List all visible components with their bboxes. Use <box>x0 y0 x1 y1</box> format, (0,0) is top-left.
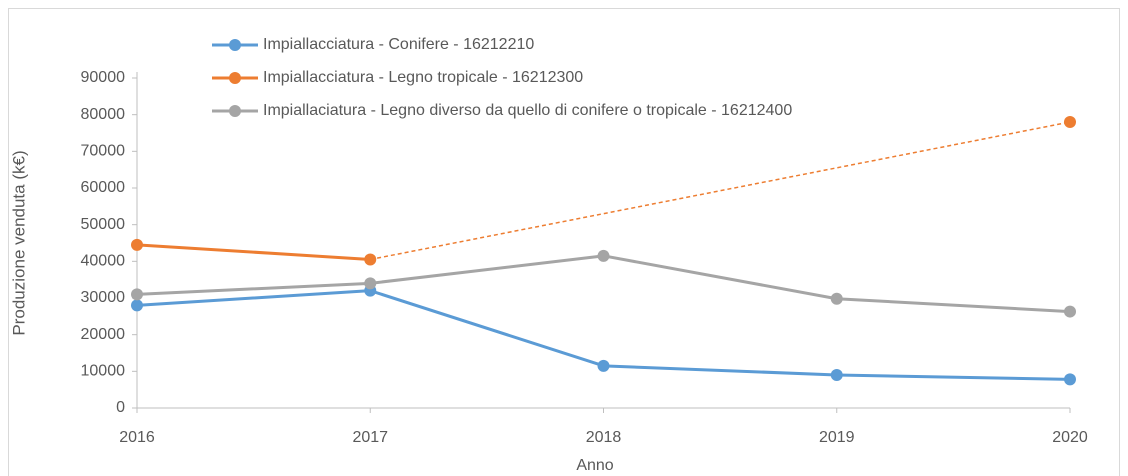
y-tick-label: 30000 <box>81 289 126 306</box>
point <box>131 238 143 251</box>
y-axis-label: Produzione venduta (k€) <box>9 150 28 335</box>
point <box>597 249 610 262</box>
point <box>597 359 610 372</box>
legend-marker <box>229 105 241 117</box>
point <box>131 288 143 301</box>
x-tick-label: 2020 <box>1052 429 1088 446</box>
legend-label: Impiallacciatura - Legno tropicale - 162… <box>263 69 583 86</box>
x-tick-label: 2018 <box>586 429 622 446</box>
point <box>131 299 143 312</box>
point <box>1064 116 1076 128</box>
x-axis-label: Anno <box>576 457 613 474</box>
y-tick-label: 50000 <box>81 216 126 233</box>
legend-marker <box>229 72 241 84</box>
legend-label: Impiallaciatura - Legno diverso da quell… <box>263 102 792 119</box>
y-tick-label: 70000 <box>81 143 126 160</box>
legend-label: Impiallacciatura - Conifere - 16212210 <box>263 36 534 53</box>
y-tick-label: 0 <box>116 399 125 416</box>
y-tick-label: 90000 <box>81 69 126 86</box>
y-tick-label: 20000 <box>81 326 126 343</box>
y-tick-label: 60000 <box>81 179 126 196</box>
x-tick-label: 2019 <box>819 429 855 446</box>
chart-frame <box>8 8 1120 476</box>
point <box>830 369 843 381</box>
legend-marker <box>229 39 241 51</box>
y-tick-label: 10000 <box>81 363 126 380</box>
y-tick-label: 80000 <box>81 106 126 123</box>
point <box>830 292 843 305</box>
point <box>1064 305 1076 318</box>
x-tick-label: 2017 <box>352 429 388 446</box>
point <box>364 277 377 290</box>
y-tick-label: 40000 <box>81 253 126 270</box>
point <box>364 253 377 266</box>
x-tick-label: 2016 <box>119 429 155 446</box>
point <box>1064 373 1076 386</box>
